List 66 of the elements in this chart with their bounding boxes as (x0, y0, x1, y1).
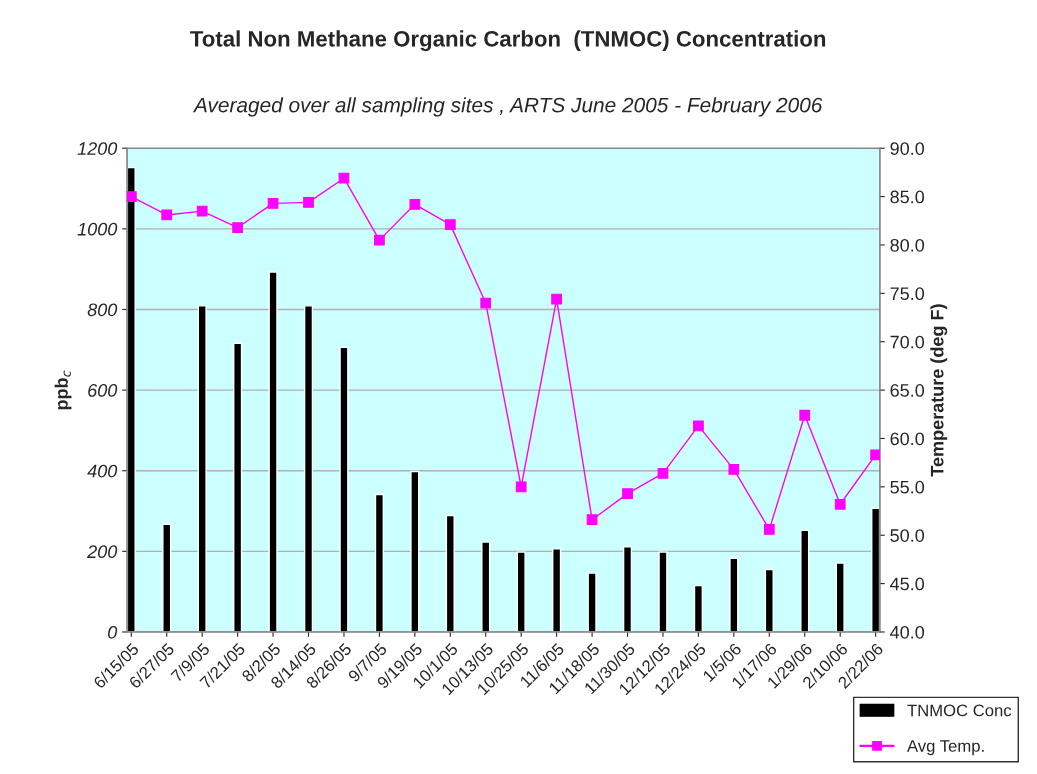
chart-subtitle: Averaged over all sampling sites , ARTS June 2005 - February 2006 (192, 97, 823, 117)
bar (339, 346, 349, 632)
point (374, 234, 385, 246)
bar (693, 584, 704, 632)
y2-tick-label: 50.0 (890, 529, 925, 542)
bar (764, 568, 774, 632)
y2-tick-label: 60.0 (890, 432, 925, 446)
point (693, 420, 704, 432)
y2-axis-title: Temperature (deg F) (930, 304, 948, 477)
y2-tick-label: 75.0 (890, 287, 925, 301)
y2-tick-label: 65.0 (890, 384, 925, 397)
bar (303, 305, 314, 632)
y-tick-label: 600 (88, 384, 118, 397)
point (267, 197, 279, 209)
y2-tick-label: 80.0 (890, 238, 925, 252)
point (232, 222, 243, 233)
point (303, 197, 314, 208)
y2-tick-label: 40.0 (890, 625, 925, 639)
point (338, 172, 350, 184)
bar (268, 271, 278, 632)
bar (587, 572, 597, 632)
point (834, 498, 846, 510)
point (763, 524, 775, 535)
y-tick-label: 200 (87, 545, 118, 559)
bar (410, 470, 420, 632)
bar (516, 551, 526, 632)
point (196, 205, 208, 217)
point (127, 191, 137, 202)
bar (197, 305, 207, 632)
point (161, 209, 173, 221)
y-axis-title: ppb$_{c}$ (54, 370, 72, 410)
bar (835, 562, 845, 632)
bar (658, 551, 668, 632)
point (551, 293, 563, 305)
y2-tick-label: 55.0 (890, 480, 925, 494)
y2-tick-label: 90.0 (890, 142, 925, 155)
y-tick-label: 0 (108, 625, 118, 639)
y-tick-label: 800 (87, 303, 118, 317)
bar (445, 514, 455, 632)
bar (622, 546, 633, 632)
y2-tick-label: 70.0 (890, 335, 925, 349)
point (799, 409, 811, 421)
y2-tick-label: 85.0 (890, 190, 925, 204)
point (480, 297, 492, 309)
y-tick-label: 400 (87, 464, 118, 478)
point (444, 219, 456, 231)
chart-title: Total Non Methane Organic Carbon (TNMOC) Concentration (190, 30, 826, 52)
y2-tick-label: 45.0 (890, 577, 925, 591)
point (622, 488, 633, 499)
bar (552, 548, 562, 632)
bar (871, 507, 880, 632)
point (586, 514, 598, 526)
y-tick-label: 1000 (77, 222, 118, 236)
bar (729, 557, 739, 632)
y-tick-label: 1200 (77, 142, 118, 155)
legend-label: TNMOC Conc (907, 704, 1012, 717)
bar (162, 523, 172, 632)
point (409, 198, 421, 210)
point (657, 467, 669, 479)
point (515, 481, 527, 493)
point (728, 464, 740, 475)
bar (800, 529, 810, 632)
bar (374, 493, 384, 632)
bar (233, 342, 243, 632)
legend-label: Avg Temp. (907, 740, 984, 756)
bar (481, 541, 491, 632)
